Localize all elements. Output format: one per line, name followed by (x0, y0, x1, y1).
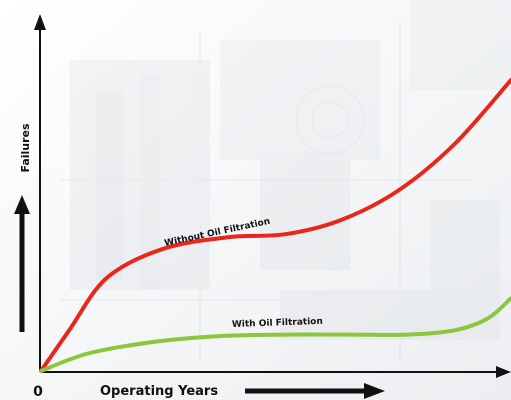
x-label-arrowhead (364, 383, 385, 399)
y-axis-arrowhead (34, 14, 46, 30)
y-label-arrowhead (14, 195, 30, 214)
x-axis-arrowhead (496, 366, 511, 378)
background-illustration (60, 0, 511, 360)
x-axis-label: Operating Years (100, 384, 218, 399)
y-axis-label: Failures (19, 123, 32, 173)
series-with-oil-filtration-label: With Oil Filtration (232, 317, 323, 330)
x-tick-label-0: 0 (33, 384, 43, 400)
series-with-oil-filtration-line (39, 296, 511, 373)
series-without-oil-filtration-line (39, 78, 511, 373)
